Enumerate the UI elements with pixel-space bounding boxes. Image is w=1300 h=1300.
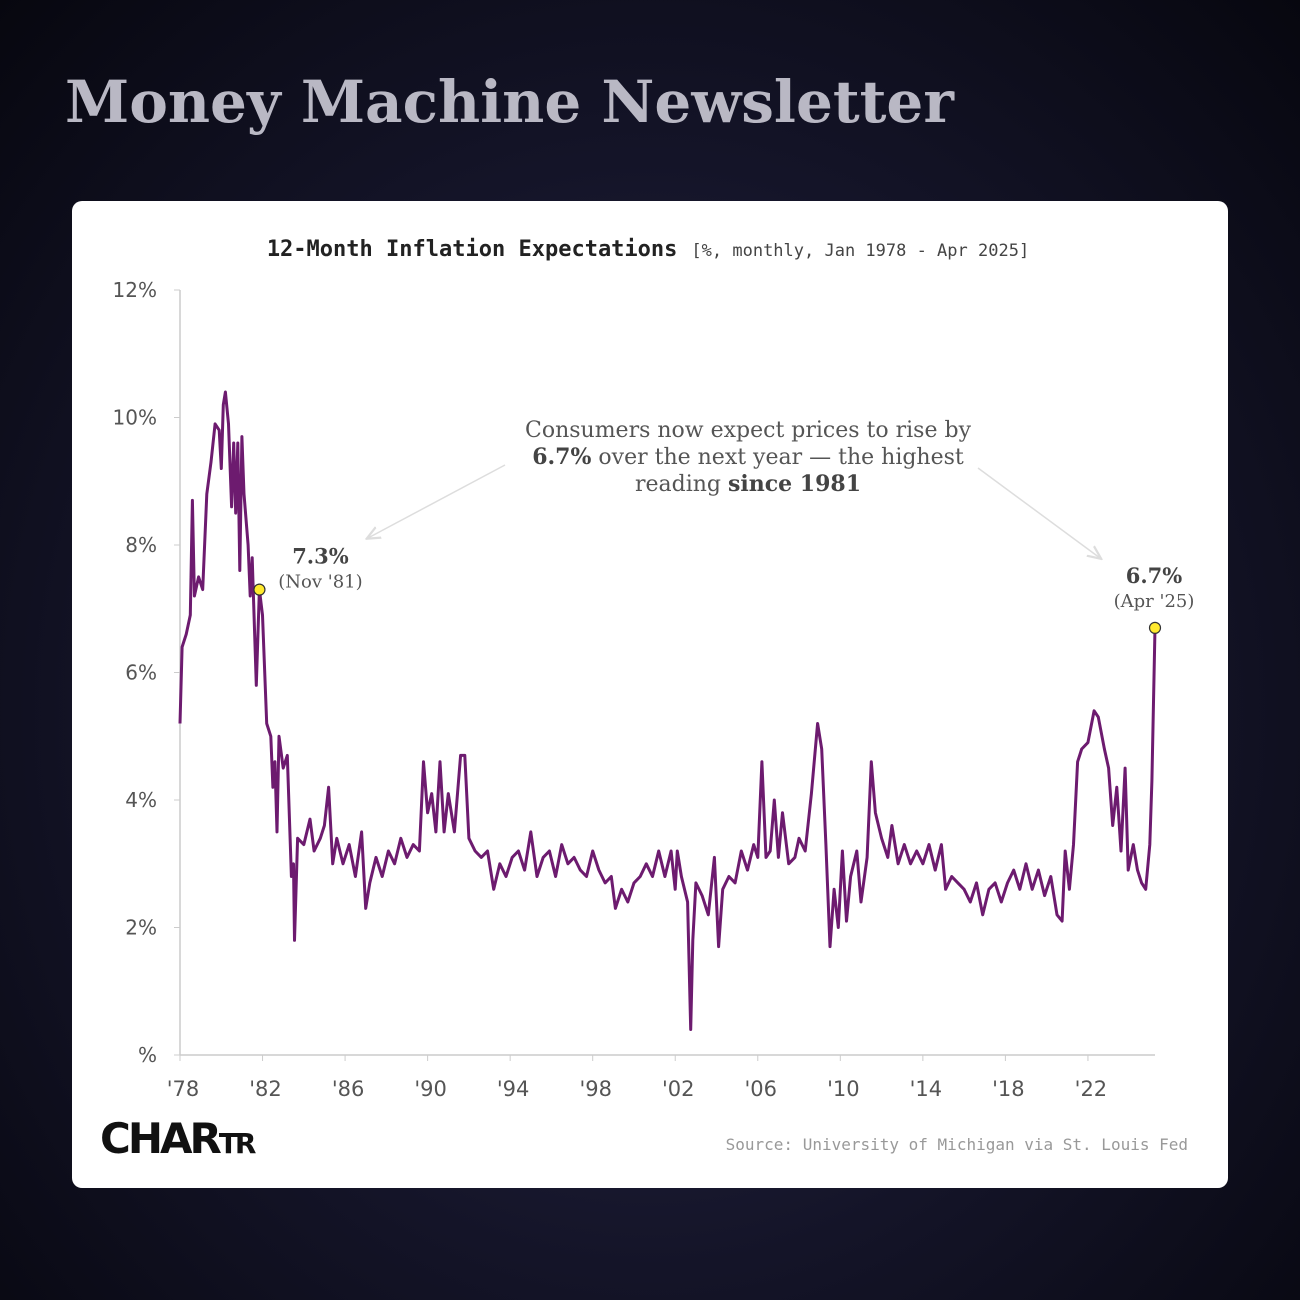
arrow (368, 464, 506, 538)
y-tick-label: 6% (125, 661, 157, 685)
x-tick-label: '86 (332, 1077, 365, 1101)
callout-date: (Apr '25) (1114, 591, 1195, 612)
y-tick-label: 2% (125, 916, 157, 940)
callout-value: 6.7% (1126, 563, 1183, 588)
chart-subtitle: [%, monthly, Jan 1978 - Apr 2025] (691, 241, 1029, 261)
x-tick-label: '82 (249, 1077, 282, 1101)
x-tick-label: '02 (662, 1077, 695, 1101)
annotation-text: Consumers now expect prices to rise by (524, 418, 971, 443)
logo-main: CHAR (100, 1114, 221, 1163)
annotation-bold: since 1981 (728, 471, 862, 497)
logo: CHARTR (100, 1114, 256, 1163)
annotation-bold: 6.7% (532, 444, 592, 470)
y-tick-label: 8% (125, 533, 157, 557)
callout-value: 7.3% (292, 544, 349, 569)
annotation: Consumers now expect prices to rise by 6… (508, 418, 988, 498)
x-tick-label: '98 (579, 1077, 612, 1101)
data-line (178, 390, 1157, 1031)
logo-small: TR (219, 1127, 256, 1160)
chart-heading: 12-Month Inflation Expectations [%, month… (267, 237, 1029, 262)
page-title: Money Machine Newsletter (65, 68, 955, 136)
x-tick-label: '18 (992, 1077, 1025, 1101)
callout-dot (1148, 621, 1162, 634)
card (72, 201, 1228, 1188)
y-tick-label: 4% (125, 788, 157, 812)
callout-date: (Nov '81) (278, 572, 362, 593)
annotation-text: over the next year — the highest reading (591, 445, 964, 497)
x-tick-label: '10 (827, 1077, 860, 1101)
x-tick-label: '06 (745, 1077, 778, 1101)
x-tick-label: '94 (497, 1077, 530, 1101)
source: Source: University of Michigan via St. L… (726, 1135, 1188, 1154)
y-tick-label: 10% (113, 406, 157, 430)
x-tick-label: '90 (414, 1077, 447, 1101)
y-tick-label: 12% (113, 278, 157, 302)
chart-title: 12-Month Inflation Expectations (267, 237, 678, 262)
plot: % 2% 4% 6% 8% 10% 12% '78 '82 '86 '90 '94 '98 '02 '06 '… (113, 278, 1195, 1101)
arrow (977, 467, 1100, 558)
x-tick-label: '78 (167, 1077, 200, 1101)
x-tick-label: '22 (1075, 1077, 1108, 1101)
x-tick-label: '14 (910, 1077, 943, 1101)
y-tick-label: % (138, 1043, 157, 1067)
callout-dot (253, 583, 266, 596)
